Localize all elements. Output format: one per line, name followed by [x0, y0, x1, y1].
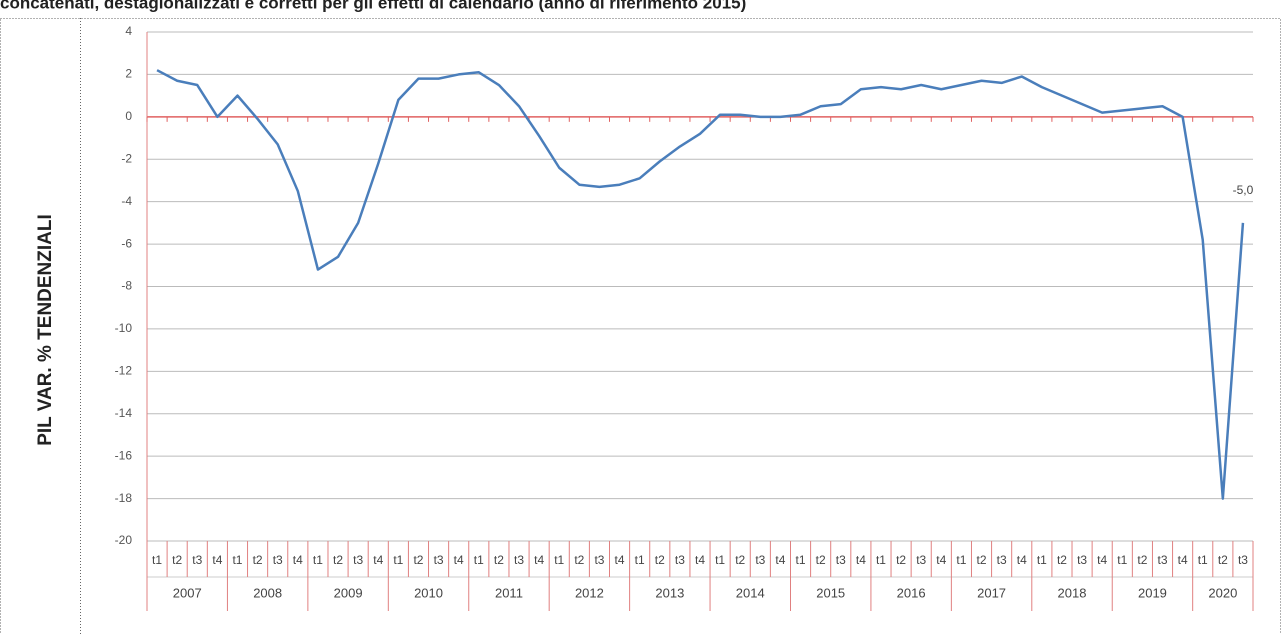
x-tick-label: t2: [816, 553, 826, 567]
x-tick-label: t1: [152, 553, 162, 567]
x-tick-label: t2: [333, 553, 343, 567]
x-tick-label: t3: [192, 553, 202, 567]
y-tick-label: -8: [121, 279, 132, 293]
data-label: -5,0: [1233, 183, 1254, 197]
year-label: 2014: [736, 585, 765, 600]
x-tick-label: t3: [434, 553, 444, 567]
x-tick-label: t1: [1198, 553, 1208, 567]
year-label: 2012: [575, 585, 604, 600]
x-tick-label: t4: [775, 553, 785, 567]
year-label: 2017: [977, 585, 1006, 600]
x-tick-label: t2: [1137, 553, 1147, 567]
y-tick-label: 4: [125, 24, 132, 38]
x-tick-label: t2: [977, 553, 987, 567]
x-tick-label: t4: [615, 553, 625, 567]
x-tick-label: t3: [514, 553, 524, 567]
frame: [0, 18, 1281, 634]
x-tick-label: t2: [735, 553, 745, 567]
year-label: 2015: [816, 585, 845, 600]
x-tick-label: t3: [836, 553, 846, 567]
year-label: 2019: [1138, 585, 1167, 600]
data-line: [156, 69, 1245, 500]
x-tick-label: t1: [313, 553, 323, 567]
x-tick-label: t4: [373, 553, 383, 567]
x-tick-label: t4: [534, 553, 544, 567]
x-tick-label: t4: [695, 553, 705, 567]
chart-subtitle: concatenati, destagionalizzati e corrett…: [0, 0, 746, 12]
x-tick-label: t3: [273, 553, 283, 567]
y-tick-label: -16: [115, 448, 133, 462]
x-tick-label: t1: [635, 553, 645, 567]
year-label: 2008: [253, 585, 282, 600]
x-tick-label: t2: [1057, 553, 1067, 567]
x-tick-label: t4: [1017, 553, 1027, 567]
y-tick-label: -12: [115, 364, 133, 378]
x-tick-label: t2: [172, 553, 182, 567]
y-tick-label: -2: [121, 151, 132, 165]
x-tick-label: t4: [293, 553, 303, 567]
x-tick-label: t1: [232, 553, 242, 567]
x-tick-label: t4: [856, 553, 866, 567]
x-tick-label: t2: [655, 553, 665, 567]
year-label: 2016: [897, 585, 926, 600]
x-tick-label: t3: [997, 553, 1007, 567]
x-tick-label: t1: [956, 553, 966, 567]
y-tick-label: -10: [115, 321, 133, 335]
y-tick-label: -18: [115, 491, 133, 505]
x-tick-label: t4: [454, 553, 464, 567]
x-tick-label: t1: [1037, 553, 1047, 567]
x-tick-label: t4: [1178, 553, 1188, 567]
x-tick-label: t1: [393, 553, 403, 567]
x-tick-label: t3: [755, 553, 765, 567]
x-tick-label: t2: [1218, 553, 1228, 567]
y-tick-label: -6: [121, 236, 132, 250]
x-tick-label: t2: [413, 553, 423, 567]
x-tick-label: t1: [554, 553, 564, 567]
x-tick-label: t2: [574, 553, 584, 567]
x-tick-label: t2: [253, 553, 263, 567]
x-tick-label: t2: [494, 553, 504, 567]
x-tick-label: t3: [675, 553, 685, 567]
y-tick-label: -4: [121, 194, 132, 208]
year-label: 2010: [414, 585, 443, 600]
x-tick-label: t4: [212, 553, 222, 567]
year-label: 2018: [1058, 585, 1087, 600]
x-tick-label: t1: [876, 553, 886, 567]
year-label: 2013: [655, 585, 684, 600]
x-tick-label: t3: [594, 553, 604, 567]
x-tick-label: t1: [1117, 553, 1127, 567]
x-tick-label: t3: [1238, 553, 1248, 567]
year-label: 2009: [334, 585, 363, 600]
x-tick-label: t1: [474, 553, 484, 567]
y-tick-label: 0: [125, 109, 132, 123]
year-label: 2011: [495, 585, 523, 600]
x-tick-label: t3: [353, 553, 363, 567]
y-tick-label: -20: [115, 533, 133, 547]
year-label: 2020: [1208, 585, 1237, 600]
y-tick-label: -14: [115, 406, 133, 420]
y-tick-label: 2: [125, 67, 132, 81]
y-axis-label: PIL VAR. % TENDENZIALI: [35, 214, 56, 446]
x-tick-label: t2: [896, 553, 906, 567]
x-tick-label: t1: [796, 553, 806, 567]
x-tick-label: t4: [936, 553, 946, 567]
x-tick-label: t3: [1077, 553, 1087, 567]
x-tick-label: t3: [916, 553, 926, 567]
year-label: 2007: [173, 585, 202, 600]
x-tick-label: t4: [1097, 553, 1107, 567]
x-tick-label: t3: [1158, 553, 1168, 567]
x-tick-label: t1: [715, 553, 725, 567]
